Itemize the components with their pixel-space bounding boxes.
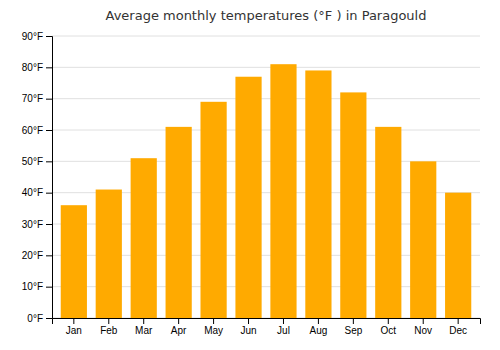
y-tick: 50°F [22,156,52,167]
x-tick-label: Sep [344,325,362,336]
x-tick-mark [73,318,74,324]
y-tick-label: 0°F [27,313,43,324]
title: Average monthly temperatures (°F ) in Pa… [106,8,427,23]
y-tick: 20°F [22,250,52,261]
x-tick-label: Aug [310,325,328,336]
x-tick-mark [283,318,284,324]
x-tick-mark [248,318,249,324]
x-tick-label: May [204,325,223,336]
y-tick-mark [46,255,52,256]
x-tick: Oct [381,318,397,336]
x-tick-mark [423,318,424,324]
y-tick-label: 70°F [22,93,43,104]
grid [52,36,480,318]
x-tick: Nov [414,318,432,336]
x-tick: Apr [171,318,187,336]
y-tick: 80°F [22,62,52,73]
x-tick: Mar [135,318,153,336]
y-tick-mark [46,287,52,288]
y-tick-label: 90°F [22,31,43,42]
x-tick-label: Apr [171,325,187,336]
y-tick-label: 30°F [22,219,43,230]
y-tick-mark [46,130,52,131]
x-tick-mark [458,318,459,324]
x-tick: Sep [344,318,362,336]
x-tick: Jan [66,318,82,336]
y-tick: 0°F [27,313,52,324]
x-tick-mark [178,318,179,324]
y-tick: 30°F [22,219,52,230]
bar [200,102,226,318]
y-tick-mark [46,36,52,37]
x-tick: Jul [277,318,290,336]
x-tick-label: Oct [381,325,397,336]
x-tick: Aug [310,318,328,336]
x-tick-mark [353,318,354,324]
x-tick: Feb [100,318,118,336]
x-tick-label: Jan [66,325,82,336]
bar [96,190,122,318]
bar [445,193,471,318]
y-tick-mark [46,193,52,194]
x-tick-label: Feb [100,325,118,336]
x-tick: Dec [449,318,467,336]
bar [270,64,296,318]
y-axis: 0°F 10°F 20°F 30°F 40°F 50°F 60°F 70°F 80°F 90°F [22,31,53,324]
x-tick-label: Mar [135,325,153,336]
bar [375,127,401,318]
x-tick-label: Dec [449,325,467,336]
y-tick: 70°F [22,93,52,104]
y-tick: 40°F [22,187,52,198]
y-tick-label: 20°F [22,250,43,261]
bar [166,127,192,318]
y-tick-label: 40°F [22,187,43,198]
bar [61,205,87,318]
y-tick-label: 80°F [22,62,43,73]
x-axis-line [53,319,481,325]
y-tick-mark [46,99,52,100]
y-tick: 10°F [22,281,52,292]
y-tick-mark [46,318,52,319]
x-tick-mark [143,318,144,324]
x-tick-mark [108,318,109,324]
y-tick-mark [46,161,52,162]
y-tick-label: 60°F [22,125,43,136]
grid-line [52,67,480,68]
bar [410,161,436,318]
x-tick-label: Jun [240,325,256,336]
bar [305,70,331,318]
y-tick-label: 50°F [22,156,43,167]
x-tick: Jun [240,318,256,336]
x-tick: May [204,318,223,336]
y-tick: 90°F [22,31,52,42]
bar [131,158,157,318]
bars [61,64,472,318]
y-tick-mark [46,224,52,225]
x-tick-mark [318,318,319,324]
x-axis: Jan Feb Mar Apr May Jun Jul Aug Sep Oct Nov Dec [53,318,481,336]
grid-line [52,130,480,131]
y-tick-label: 10°F [22,281,43,292]
chart: 0°F 10°F 20°F 30°F 40°F 50°F 60°F 70°F 80°F 90°F J… [0,0,500,350]
bar [340,92,366,318]
grid-line [52,98,480,99]
plot: 0°F 10°F 20°F 30°F 40°F 50°F 60°F 70°F 80°F 90°F J… [22,31,481,336]
x-tick-mark [388,318,389,324]
bar [235,77,261,318]
y-tick-mark [46,67,52,68]
grid-line [52,36,480,37]
x-tick-label: Nov [414,325,432,336]
y-tick: 60°F [22,125,52,136]
x-tick-mark [213,318,214,324]
x-tick-label: Jul [277,325,290,336]
y-axis-line [46,37,53,319]
